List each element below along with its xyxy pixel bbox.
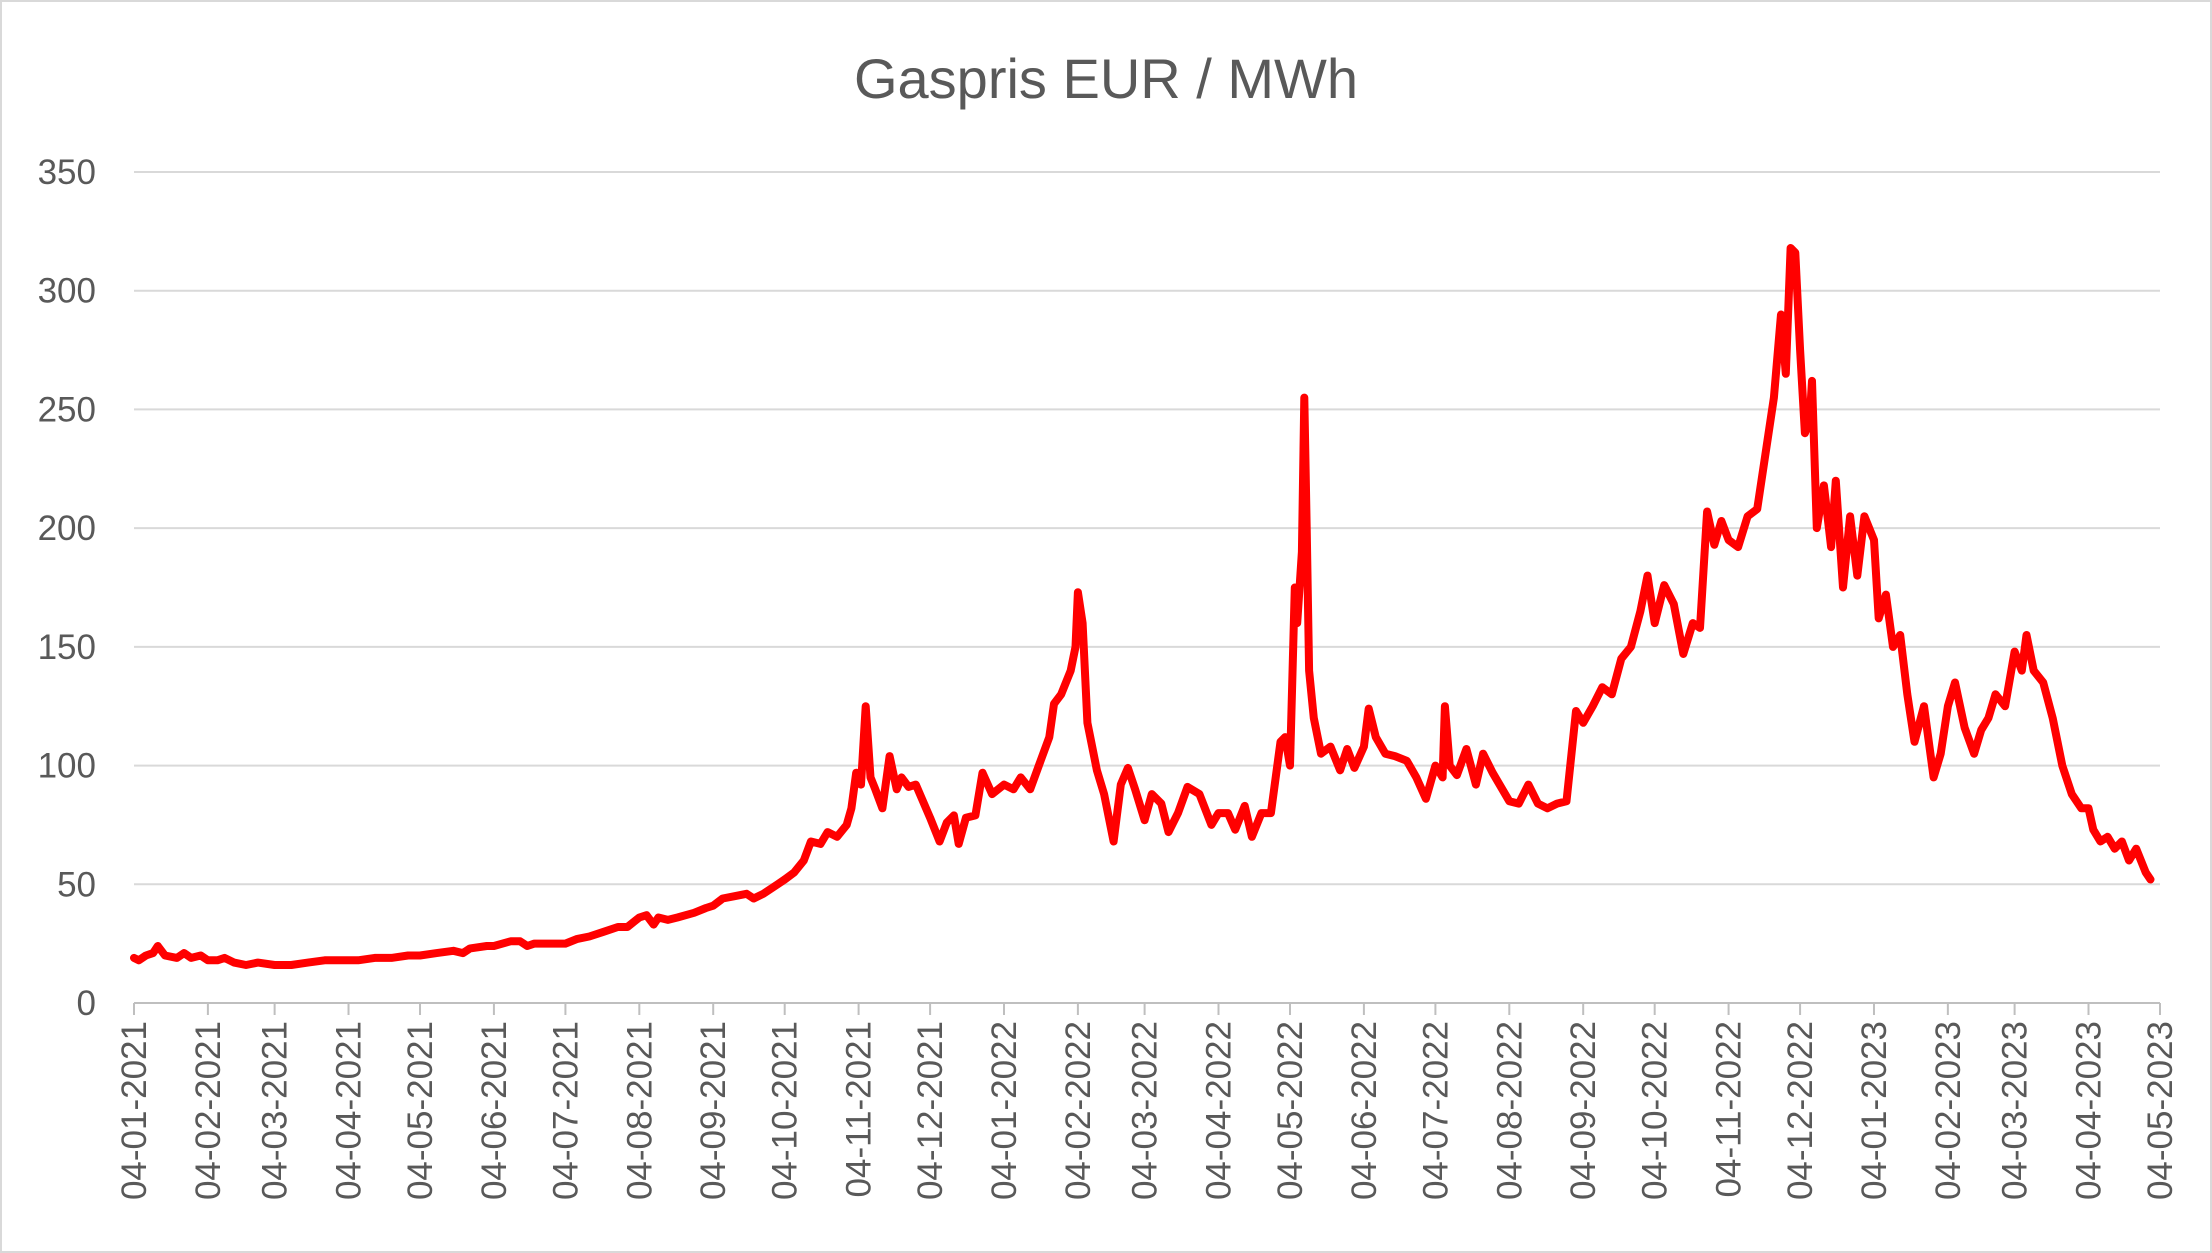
x-tick-label: 04-11-2021 [840,1021,879,1197]
series-line [130,244,2155,969]
x-tick-label: 04-09-2021 [694,1021,733,1200]
y-tick-label: 350 [38,153,96,192]
x-tick-label: 04-07-2022 [1416,1021,1455,1200]
x-tick-label: 04-04-2022 [1200,1021,1239,1200]
x-tick-label: 04-08-2022 [1490,1021,1529,1200]
x-tick-label: 04-10-2022 [1636,1021,1675,1200]
x-tick-label: 04-04-2021 [330,1021,369,1200]
x-tick-label: 04-05-2022 [1271,1021,1310,1200]
x-tick-label: 04-02-2023 [1929,1021,1968,1200]
x-tick-label: 04-03-2021 [256,1021,295,1200]
x-tick-label: 04-02-2021 [189,1021,228,1200]
y-tick-label: 150 [38,628,96,667]
x-tick-label: 04-10-2021 [766,1021,805,1200]
x-tick-label: 04-11-2022 [1710,1021,1749,1197]
y-tick-label: 100 [38,747,96,786]
x-tick-label: 04-12-2021 [911,1021,950,1200]
x-tick-label: 04-01-2021 [115,1021,154,1200]
x-tick-label: 04-05-2021 [401,1021,440,1200]
x-tick-label: 04-01-2023 [1855,1021,1894,1200]
x-tick-label: 04-01-2022 [985,1021,1024,1200]
y-tick-label: 0 [77,984,96,1023]
x-tick-label: 04-03-2022 [1126,1021,1165,1200]
x-tick-label: 04-09-2022 [1564,1021,1603,1200]
x-tick-label: 04-02-2022 [1059,1021,1098,1200]
x-tick-label: 04-06-2022 [1345,1021,1384,1200]
x-tick-label: 04-12-2022 [1781,1021,1820,1200]
x-tick-label: 04-03-2023 [1996,1021,2035,1200]
x-tick-label: 04-07-2021 [546,1021,585,1200]
x-tick-label: 04-06-2021 [475,1021,514,1200]
y-tick-label: 300 [38,272,96,311]
x-tick-label: 04-08-2021 [620,1021,659,1200]
x-tick-label: 04-04-2023 [2069,1021,2108,1200]
y-tick-label: 250 [38,390,96,429]
y-tick-label: 200 [38,509,96,548]
chart-title: Gaspris EUR / MWh [853,47,1359,110]
x-tick-label: 04-05-2023 [2141,1021,2180,1200]
y-tick-label: 50 [57,865,96,904]
